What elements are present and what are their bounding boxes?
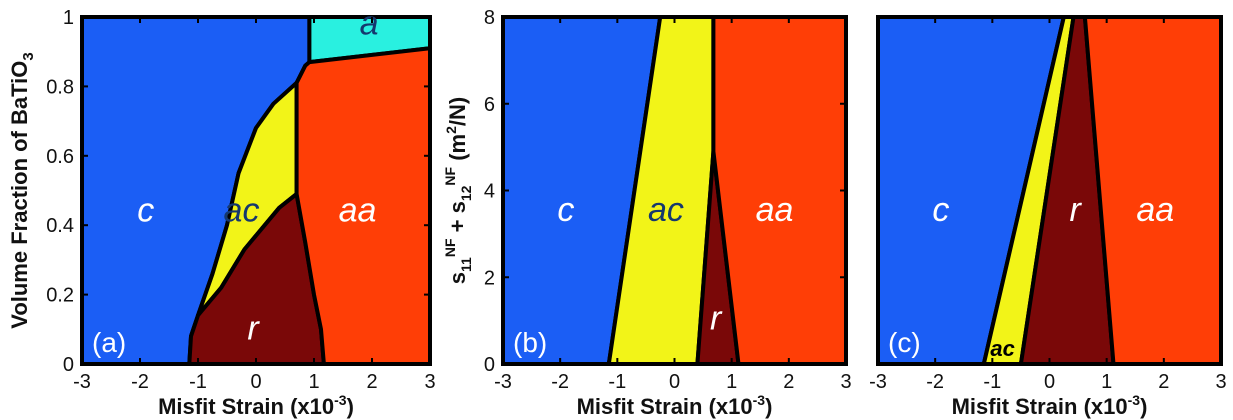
region-aa [294,46,430,364]
region-label-aa: aa [1136,191,1174,229]
panel-tag: (c) [888,327,921,358]
x-tick-label: -2 [926,371,944,393]
x-tick-label: -1 [608,371,626,393]
region-label-a: a [360,4,379,42]
y-tick-label: 0.8 [46,76,74,98]
x-tick-label: 0 [250,371,261,393]
y-tick-label: 2 [484,267,495,289]
x-tick-label: -3 [73,371,91,393]
region-label-ac: ac [990,336,1014,361]
x-tick-label: -2 [131,371,149,393]
y-tick-label: 0 [63,354,74,376]
panel-tag: (b) [513,327,547,358]
x-axis-label: Misfit Strain (x10-3) [158,392,354,419]
x-tick-label: 3 [840,371,851,393]
region-label-c: c [137,192,154,230]
region-ac [981,17,1076,364]
regions [878,17,1221,364]
x-tick-label: 2 [1158,371,1169,393]
x-tick-label: 2 [783,371,794,393]
x-tick-label: 0 [1044,371,1055,393]
y-axis-label: s11NF + s12NF (m2/N) [442,97,474,284]
region-label-c: c [557,191,574,229]
panel-b: c ac r aa (b)-3 -2 -1 0 1 2 3 0 2 4 6 8 Misfit Strain (x… [442,7,852,419]
region-aa [1082,17,1221,364]
y-axis-label: Volume Fraction of BaTiO3 [7,52,37,328]
x-tick-label: 3 [1215,371,1226,393]
region-label-r: r [247,310,260,348]
x-tick-label: -3 [869,371,887,393]
y-tick-label: 0.2 [46,285,74,307]
panel-c: c ac r aa (c)-3 -2 -1 0 1 2 3 Misfit Strain (x10-3) [869,15,1227,419]
regions [503,17,846,364]
x-tick-label: 1 [308,371,319,393]
y-tick-label: 1 [63,7,74,29]
regions [82,17,430,364]
panel-tag: (a) [92,327,126,358]
x-tick-label: 1 [1101,371,1112,393]
region-label-ac: ac [648,191,684,229]
y-tick-label: 0.4 [46,215,74,237]
region-label-aa: aa [339,192,377,230]
region-label-ac: ac [224,192,260,230]
y-tick-label: 8 [484,7,495,29]
region-label-r: r [710,299,723,337]
region-c [878,17,1066,364]
y-tick-label: 0 [484,354,495,376]
x-tick-label: 3 [424,371,435,393]
x-tick-label: 1 [726,371,737,393]
y-tick-label: 6 [484,94,495,116]
x-tick-label: -1 [189,371,207,393]
region-label-aa: aa [756,191,794,229]
x-tick-label: -2 [551,371,569,393]
y-tick-label: 0.6 [46,146,74,168]
x-tick-label: -3 [494,371,512,393]
x-tick-label: -1 [983,371,1001,393]
region-label-r: r [1070,191,1083,229]
y-tick-label: 4 [484,181,495,203]
region-aa [711,17,846,364]
x-axis-label: Misfit Strain (x10-3) [952,392,1148,419]
region-label-c: c [932,191,949,229]
x-tick-label: 0 [669,371,680,393]
x-tick-label: 2 [366,371,377,393]
x-axis-label: Misfit Strain (x10-3) [577,392,773,419]
